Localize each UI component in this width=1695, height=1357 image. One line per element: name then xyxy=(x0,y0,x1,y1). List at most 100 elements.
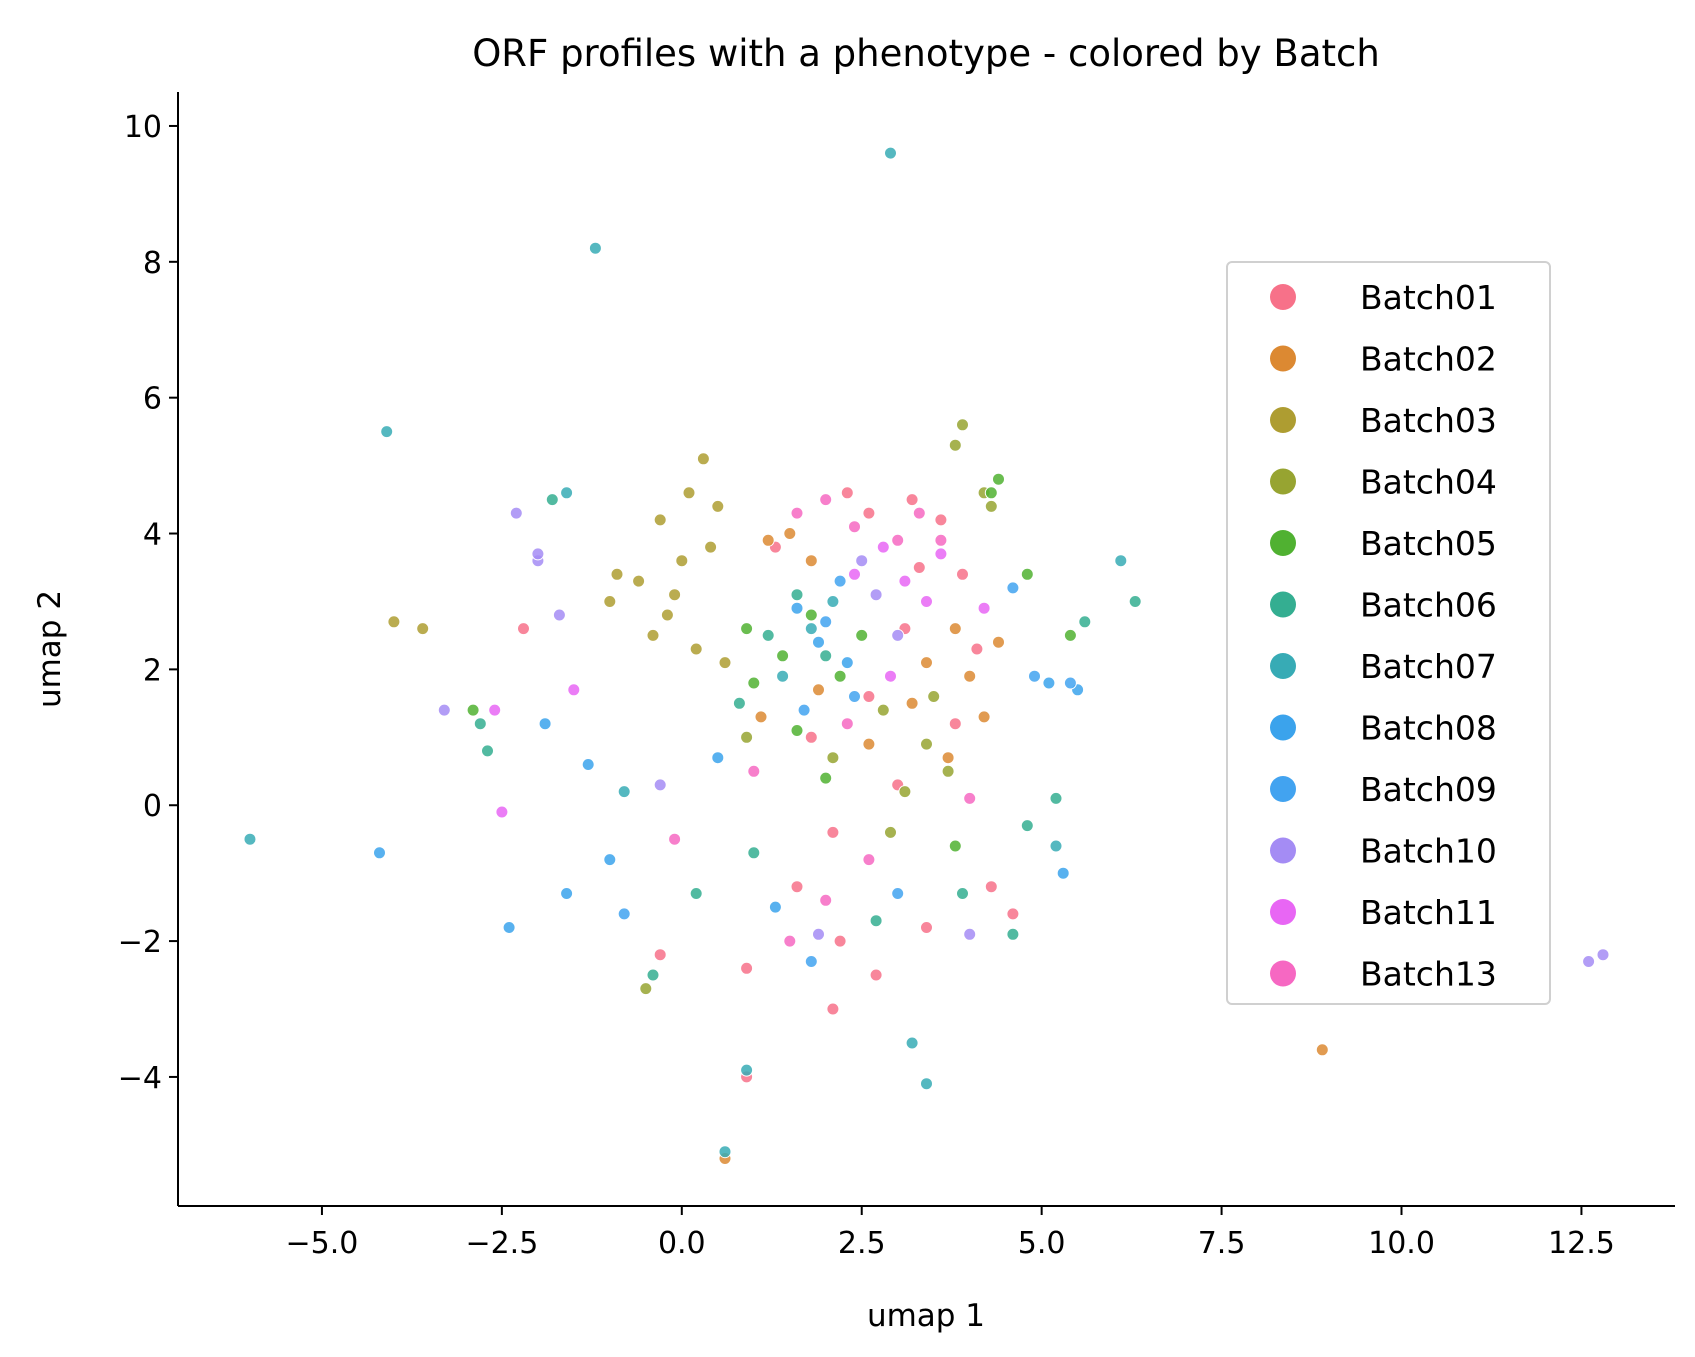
data-point xyxy=(941,751,955,765)
legend-item: Batch11 xyxy=(1270,893,1497,932)
data-point xyxy=(920,921,933,934)
data-point xyxy=(437,703,451,717)
data-point xyxy=(718,656,732,670)
data-point xyxy=(812,635,825,649)
data-point xyxy=(848,690,861,703)
data-point xyxy=(1128,595,1142,608)
x-tick-label: 10.0 xyxy=(1368,1226,1435,1261)
data-point xyxy=(934,513,948,527)
data-point xyxy=(761,533,775,547)
legend-item: Batch05 xyxy=(1270,524,1497,563)
data-point xyxy=(675,554,689,568)
data-point xyxy=(797,703,811,717)
data-point xyxy=(941,764,955,778)
data-point xyxy=(1056,866,1070,880)
data-point xyxy=(840,717,854,731)
data-point xyxy=(891,533,905,547)
data-point xyxy=(373,846,386,860)
data-point xyxy=(869,968,883,982)
data-point xyxy=(790,588,804,602)
data-point xyxy=(956,887,969,900)
data-point xyxy=(956,418,969,432)
legend-marker xyxy=(1270,468,1296,495)
legend-item: Batch03 xyxy=(1270,401,1497,440)
series-batch09 xyxy=(617,574,1077,968)
data-point xyxy=(934,533,948,547)
data-point xyxy=(826,595,840,608)
data-point xyxy=(711,751,725,765)
legend-item: Batch04 xyxy=(1270,463,1497,502)
data-point xyxy=(653,778,667,792)
data-point xyxy=(646,968,660,982)
data-point xyxy=(804,622,818,636)
data-point xyxy=(963,927,977,941)
legend-marker xyxy=(1270,899,1296,925)
data-point xyxy=(1078,615,1092,629)
data-point xyxy=(747,764,761,778)
data-point xyxy=(905,1036,919,1050)
x-tick-label: 5.0 xyxy=(1018,1226,1066,1261)
x-axis-title: umap 1 xyxy=(867,1298,985,1334)
series-batch01 xyxy=(517,486,1020,1084)
legend-label: Batch09 xyxy=(1360,770,1497,809)
data-point xyxy=(1006,907,1020,921)
x-tick-label: 12.5 xyxy=(1548,1226,1615,1261)
data-point xyxy=(632,574,646,588)
data-point xyxy=(826,751,840,765)
legend-item: Batch02 xyxy=(1270,340,1497,379)
data-point xyxy=(977,601,991,615)
data-point xyxy=(884,669,897,683)
data-point xyxy=(819,649,833,663)
legend-item: Batch01 xyxy=(1270,278,1497,317)
legend-marker xyxy=(1270,345,1296,372)
data-point xyxy=(790,724,804,737)
data-point xyxy=(833,574,847,588)
data-point xyxy=(855,554,869,568)
legend-marker xyxy=(1270,837,1296,864)
series-batch10 xyxy=(437,506,1610,968)
data-point xyxy=(567,683,581,697)
data-point xyxy=(776,669,790,683)
data-point xyxy=(804,955,818,968)
data-point xyxy=(804,554,818,568)
data-point xyxy=(1020,567,1034,581)
data-point xyxy=(833,934,847,948)
data-point xyxy=(509,506,523,520)
legend-marker xyxy=(1270,530,1296,556)
data-point xyxy=(884,146,897,160)
data-point xyxy=(912,506,926,520)
data-point xyxy=(920,1077,933,1091)
data-point xyxy=(740,961,754,975)
axes xyxy=(177,92,1675,1207)
data-point xyxy=(826,825,840,839)
data-point xyxy=(639,982,653,996)
data-point xyxy=(617,785,631,799)
data-point xyxy=(898,574,912,588)
y-axis-title: umap 2 xyxy=(32,590,68,708)
data-point xyxy=(812,927,825,941)
data-point xyxy=(783,934,797,948)
data-point xyxy=(740,1063,754,1077)
data-point xyxy=(588,241,602,255)
legend-marker xyxy=(1270,284,1296,310)
data-point xyxy=(704,540,718,554)
legend-marker xyxy=(1270,714,1296,741)
data-point xyxy=(819,893,833,907)
legend-item: Batch06 xyxy=(1270,586,1497,625)
x-tick-label: −5.0 xyxy=(286,1226,359,1261)
data-point xyxy=(992,635,1005,649)
legend-marker xyxy=(1270,591,1296,618)
data-point xyxy=(948,839,962,853)
data-point xyxy=(984,880,998,894)
data-point xyxy=(682,486,696,500)
data-point xyxy=(819,615,833,629)
series-batch06 xyxy=(473,493,1142,982)
data-point xyxy=(848,520,861,534)
data-point xyxy=(934,547,948,561)
data-point xyxy=(920,595,933,608)
series-batch03 xyxy=(387,452,732,670)
data-point xyxy=(948,438,962,452)
legend-marker xyxy=(1270,776,1296,802)
data-point xyxy=(862,737,876,751)
x-tick-label: 2.5 xyxy=(838,1226,886,1261)
